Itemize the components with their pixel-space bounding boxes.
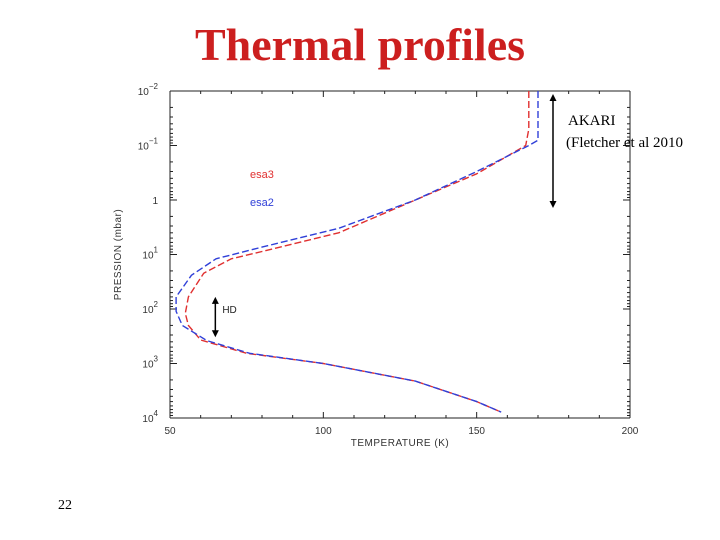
x-tick-label: 150 — [468, 426, 485, 437]
akari-arrow-head-bottom — [549, 201, 557, 208]
y-tick-label: 1 — [152, 196, 158, 207]
series-line-esa3 — [184, 91, 530, 413]
annotations: HD AKARI (Fletcher et al 2010 — [211, 94, 683, 338]
y-tick-label: 10−2 — [138, 82, 159, 98]
axis-ticks — [169, 90, 631, 419]
x-tick-label: 100 — [315, 426, 332, 437]
y-tick-label: 103 — [142, 355, 158, 371]
y-tick-label: 104 — [142, 409, 158, 425]
series-line-esa2 — [175, 91, 539, 413]
y-tick-label: 102 — [142, 300, 158, 316]
legend-entry-esa2: esa2 — [250, 197, 274, 209]
x-tick-label: 50 — [164, 426, 176, 437]
axis-tick-labels: 50 100 150 200 10−2 10−1 1 101 102 103 104 — [138, 82, 639, 437]
akari-arrow-head-top — [549, 94, 557, 101]
legend-entry-esa3: esa3 — [250, 169, 274, 181]
legend: esa3 esa2 — [250, 169, 274, 209]
y-tick-label: 10−1 — [138, 137, 159, 153]
y-tick-label: 101 — [142, 246, 158, 262]
akari-annotation-label: AKARI — [568, 113, 616, 129]
hd-arrow-head-top — [211, 296, 219, 304]
x-tick-label: 200 — [622, 426, 639, 437]
plot-frame — [169, 90, 631, 419]
hd-annotation-label: HD — [222, 305, 236, 316]
series-layer — [175, 91, 539, 413]
page-number: 22 — [58, 498, 72, 513]
y-axis-label: PRESSION (mbar) — [113, 209, 124, 300]
hd-arrow-head-bottom — [211, 330, 219, 338]
akari-annotation-citation: (Fletcher et al 2010 — [566, 135, 683, 151]
x-axis-label: TEMPERATURE (K) — [351, 438, 449, 449]
slide-title: Thermal profiles — [194, 19, 526, 70]
